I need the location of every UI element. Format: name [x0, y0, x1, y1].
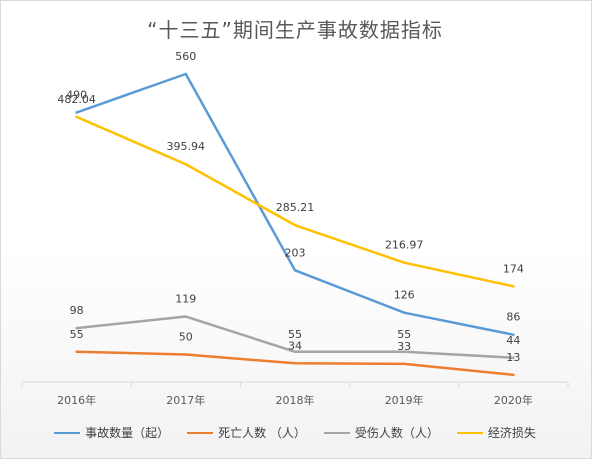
x-tick-label: 2019年 — [385, 393, 424, 407]
legend-item: 经济损失 — [456, 424, 536, 441]
data-point — [75, 326, 78, 330]
data-point — [512, 356, 515, 359]
data-point — [403, 261, 406, 264]
data-label: 216.97 — [385, 239, 424, 252]
data-label: 119 — [175, 293, 196, 306]
data-point — [403, 311, 406, 314]
data-point — [512, 285, 515, 288]
data-point — [403, 350, 406, 353]
data-point — [512, 373, 515, 377]
chart-legend: 事故数量（起） 死亡人数 （人） 受伤人数（人） 经济损失 — [0, 424, 590, 441]
data-point — [293, 362, 297, 365]
data-label: 203 — [285, 246, 306, 259]
legend-swatch — [187, 431, 214, 434]
data-label: 50 — [179, 331, 193, 344]
legend-swatch — [323, 431, 350, 434]
data-point — [293, 223, 297, 227]
chart-title: “十三五”期间生产事故数据指标 — [147, 18, 443, 42]
data-point — [184, 353, 187, 356]
data-point — [75, 350, 78, 353]
data-point — [403, 362, 406, 366]
data-point — [184, 163, 187, 166]
legend-label: 死亡人数 （人） — [218, 426, 306, 440]
data-label: 560 — [175, 50, 196, 63]
legend-swatch — [456, 431, 483, 434]
legend-item: 死亡人数 （人） — [187, 424, 306, 441]
data-label: 285.21 — [276, 201, 315, 214]
data-label: 55 — [70, 328, 84, 341]
data-label: 34 — [288, 339, 302, 352]
legend-swatch — [54, 431, 81, 434]
data-label: 174 — [503, 262, 524, 275]
data-point — [184, 72, 187, 76]
x-tick-label: 2020年 — [494, 393, 533, 407]
data-point — [512, 333, 515, 336]
data-label: 395.94 — [167, 140, 206, 153]
legend-label: 经济损失 — [487, 426, 536, 440]
data-label: 33 — [397, 340, 411, 353]
x-tick-label: 2018年 — [276, 393, 315, 407]
data-label: 126 — [394, 289, 415, 302]
data-label: 86 — [506, 311, 520, 324]
legend-item: 事故数量（起） — [54, 424, 169, 441]
legend-label: 事故数量（起） — [85, 426, 170, 440]
data-point — [293, 350, 297, 353]
data-point — [184, 315, 187, 318]
data-label: 490 — [66, 89, 87, 102]
data-label: 482.04 — [57, 93, 96, 106]
data-point — [293, 269, 297, 272]
legend-item: 受伤人数（人） — [323, 424, 439, 441]
data-label: 55 — [397, 328, 411, 341]
data-label: 98 — [70, 304, 84, 317]
legend-label: 受伤人数（人） — [354, 426, 439, 440]
data-point — [75, 111, 78, 114]
data-point — [75, 115, 78, 119]
data-label: 55 — [288, 328, 302, 341]
x-tick-label: 2016年 — [57, 393, 96, 407]
x-tick-label: 2017年 — [166, 393, 205, 407]
data-label: 13 — [506, 351, 520, 364]
data-label: 44 — [506, 334, 520, 347]
